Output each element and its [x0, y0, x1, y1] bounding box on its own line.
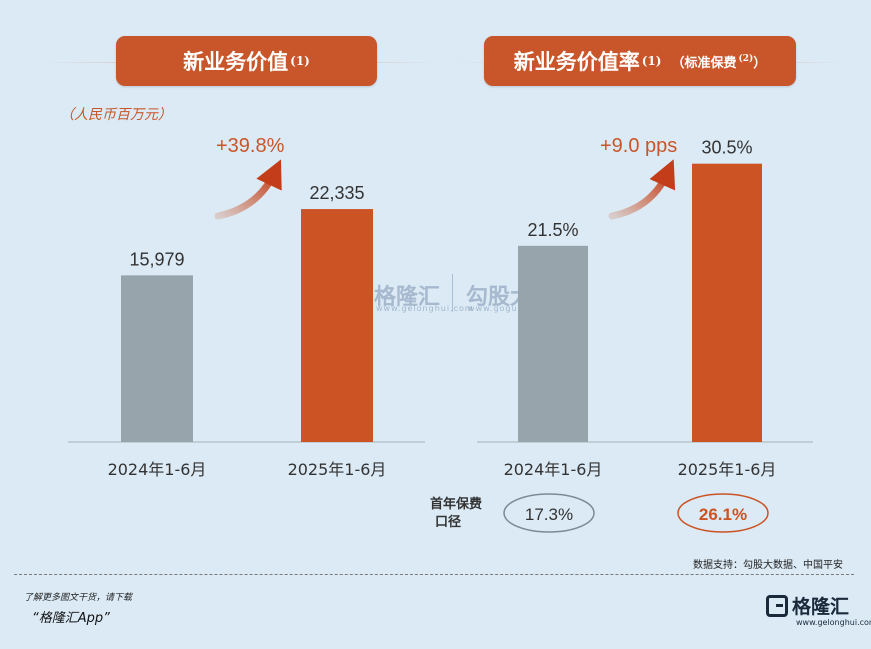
right-chart-title: 新业务价值率 (1) （标准保费 (2)） [484, 36, 796, 86]
category-label-1: 2024年1-6月 [108, 460, 207, 479]
first-year-premium-label-2: 口径 [435, 514, 461, 530]
footer-divider [14, 574, 854, 575]
watermark-left: 格隆汇 [374, 285, 441, 310]
right-title-note-close: ） [753, 55, 767, 71]
source-note: 数据支持：勾股大数据、中国平安 [693, 560, 843, 571]
growth-arrow-icon [214, 159, 282, 220]
bar-value-label-2: 30.5% [701, 138, 752, 158]
first-year-premium-label-1: 首年保费 [430, 496, 482, 512]
right-title-text: 新业务价值率 [513, 49, 640, 74]
right-title-note-text: （标准保费 [671, 55, 737, 71]
logo-g-icon [766, 594, 788, 617]
right-title-note-sup: (2) [738, 54, 754, 65]
right-title-note: （标准保费 (2)） [671, 52, 767, 71]
logo-name: 格隆汇 [792, 596, 850, 618]
left-title-sup: (1) [290, 54, 310, 68]
growth-arrow-icon [608, 159, 676, 220]
growth-label: +9.0 pps [600, 135, 677, 157]
premium-oval-2 [677, 493, 769, 533]
bar-2 [301, 209, 373, 442]
left-bar-chart: 15,979 2024年1-6月 22,335 2025年1-6月 +39.8% [68, 135, 425, 479]
download-prompt: 了解更多图文干货，请下载 [24, 593, 133, 603]
growth-label: +39.8% [216, 135, 285, 157]
watermark-separator [452, 274, 453, 312]
watermark-right-url: www.gogudata.com [468, 304, 564, 313]
right-bar-chart: 21.5% 2024年1-6月 30.5% 2025年1-6月 +9.0 pps 首年保费… [430, 135, 813, 533]
category-label-1: 2024年1-6月 [504, 460, 603, 479]
left-title-text: 新业务价值 [183, 49, 289, 74]
unit-label: （人民币百万元） [60, 107, 172, 123]
premium-oval-1 [503, 493, 595, 533]
bar-1 [121, 275, 193, 442]
premium-value-2: 26.1% [699, 505, 747, 524]
bar-value-label-2: 22,335 [309, 183, 364, 203]
bar-charts: 15,979 2024年1-6月 22,335 2025年1-6月 +39.8% 21.… [68, 135, 813, 533]
right-title-sup: (1) [641, 54, 662, 68]
watermark-left-url: www.gelonghui.com [376, 304, 474, 313]
bar-2 [692, 163, 762, 442]
bar-value-label-1: 21.5% [527, 220, 578, 240]
category-label-2: 2025年1-6月 [288, 460, 387, 479]
left-chart-title: 新业务价值 (1) [116, 36, 377, 86]
bar-1 [518, 245, 588, 442]
premium-value-1: 17.3% [525, 505, 573, 524]
category-label-2: 2025年1-6月 [678, 460, 777, 479]
app-name: “格隆汇App” [32, 611, 110, 626]
brand-logo: 格隆汇 [766, 592, 849, 619]
bar-value-label-1: 15,979 [129, 249, 184, 269]
logo-url: www.gelonghui.com [796, 618, 871, 627]
